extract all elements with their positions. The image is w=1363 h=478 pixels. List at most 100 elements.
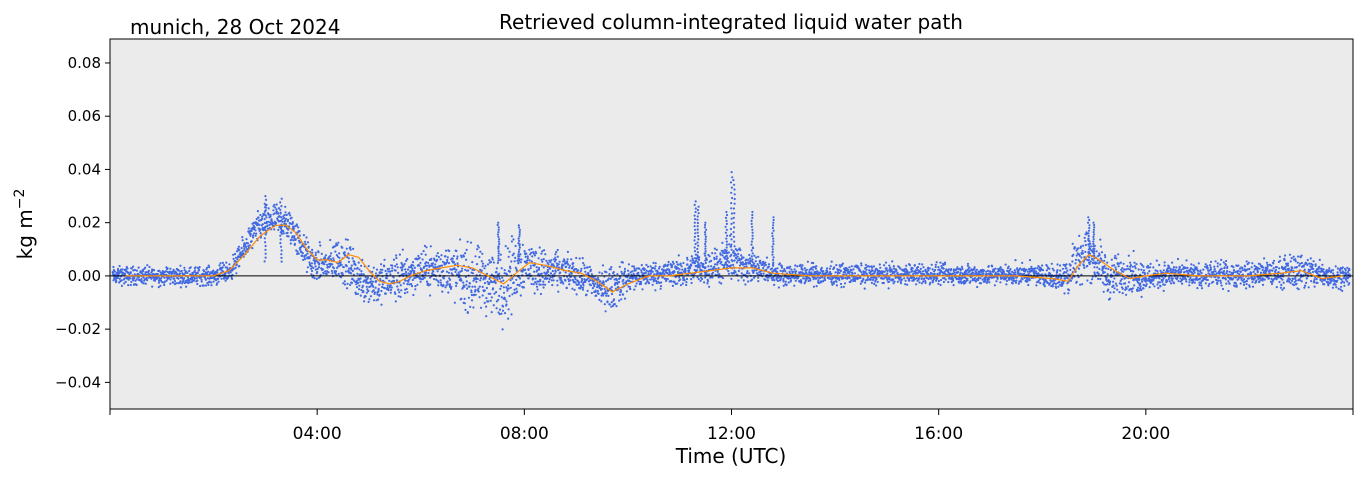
scatter-point — [600, 287, 604, 290]
scatter-point — [1195, 266, 1198, 269]
scatter-point — [477, 287, 480, 290]
scatter-point — [1293, 281, 1296, 284]
scatter-point — [210, 284, 213, 287]
scatter-point — [1086, 279, 1089, 282]
scatter-point — [792, 270, 795, 273]
scatter-point — [474, 288, 477, 291]
scatter-point — [488, 259, 491, 262]
scatter-point — [308, 256, 311, 260]
scatter-point — [687, 267, 690, 270]
scatter-point — [860, 271, 863, 274]
scatter-point — [253, 232, 256, 235]
scatter-point — [370, 280, 373, 283]
scatter-point — [958, 273, 962, 276]
scatter-point — [365, 280, 368, 283]
scatter-point — [736, 255, 739, 258]
scatter-point — [192, 273, 195, 276]
scatter-point — [1113, 277, 1116, 280]
scatter-point — [541, 260, 544, 263]
scatter-point — [610, 266, 613, 269]
scatter-point — [644, 282, 648, 285]
scatter-point — [857, 266, 860, 270]
scatter-point — [1057, 285, 1060, 288]
scatter-point — [779, 269, 782, 272]
scatter-point — [533, 270, 536, 273]
chart-subtitle: munich, 28 Oct 2024 — [130, 15, 340, 39]
scatter-point — [1252, 270, 1255, 273]
scatter-point — [713, 258, 716, 261]
scatter-point — [973, 277, 977, 280]
scatter-point — [757, 280, 760, 283]
scatter-point — [365, 291, 368, 294]
scatter-point — [400, 289, 403, 292]
scatter-point — [394, 292, 397, 295]
scatter-point — [525, 252, 528, 255]
scatter-point — [605, 271, 608, 274]
scatter-point — [364, 295, 367, 298]
scatter-point — [196, 279, 199, 282]
scatter-point — [500, 312, 503, 315]
scatter-point — [1156, 283, 1159, 286]
scatter-point — [418, 256, 421, 260]
scatter-point — [1028, 279, 1031, 282]
scatter-point — [332, 259, 335, 262]
scatter-point — [515, 269, 518, 272]
scatter-point — [850, 269, 853, 272]
scatter-point — [966, 264, 970, 267]
scatter-point — [1156, 270, 1159, 273]
scatter-point — [1262, 266, 1265, 269]
scatter-point — [986, 280, 989, 283]
scatter-point — [324, 257, 327, 260]
scatter-point — [377, 287, 380, 290]
scatter-point — [699, 279, 702, 282]
scatter-point — [1199, 269, 1202, 272]
scatter-point — [784, 280, 787, 283]
scatter-point — [1108, 283, 1111, 286]
scatter-point — [1179, 277, 1182, 280]
scatter-point — [1127, 281, 1131, 284]
scatter-point — [840, 264, 844, 267]
scatter-point — [507, 287, 510, 290]
scatter-point — [982, 272, 985, 275]
scatter-point — [509, 267, 512, 270]
scatter-point — [366, 288, 369, 291]
scatter-point — [556, 248, 559, 252]
scatter-point — [246, 242, 250, 245]
scatter-point — [812, 266, 815, 269]
scatter-point — [1009, 268, 1012, 271]
scatter-point — [503, 269, 506, 272]
scatter-point — [488, 277, 491, 280]
scatter-point — [1226, 265, 1229, 268]
scatter-point — [601, 272, 604, 275]
scatter-point — [986, 269, 990, 272]
scatter-point — [960, 265, 964, 268]
scatter-point — [491, 258, 494, 261]
scatter-point — [202, 270, 206, 273]
scatter-point — [1220, 267, 1223, 270]
scatter-point — [112, 271, 115, 274]
scatter-point — [349, 283, 352, 286]
scatter-point — [1081, 249, 1084, 252]
scatter-point — [540, 258, 543, 261]
scatter-point — [331, 272, 334, 275]
scatter-point — [1110, 258, 1113, 261]
scatter-point — [489, 292, 492, 295]
scatter-point — [1086, 264, 1089, 268]
scatter-point — [446, 256, 449, 259]
scatter-point — [884, 261, 888, 264]
scatter-point — [1091, 278, 1094, 281]
scatter-point — [532, 283, 535, 286]
scatter-point — [742, 256, 745, 259]
scatter-point — [706, 282, 709, 285]
scatter-point — [1039, 282, 1042, 285]
scatter-point — [427, 261, 430, 264]
scatter-point — [359, 280, 362, 284]
scatter-point — [1282, 273, 1285, 276]
scatter-point — [575, 256, 578, 260]
scatter-point — [1116, 288, 1119, 291]
scatter-point — [283, 213, 286, 217]
scatter-point — [431, 262, 435, 265]
scatter-point — [1218, 271, 1222, 274]
scatter-point — [549, 276, 552, 279]
scatter-point — [882, 281, 885, 285]
